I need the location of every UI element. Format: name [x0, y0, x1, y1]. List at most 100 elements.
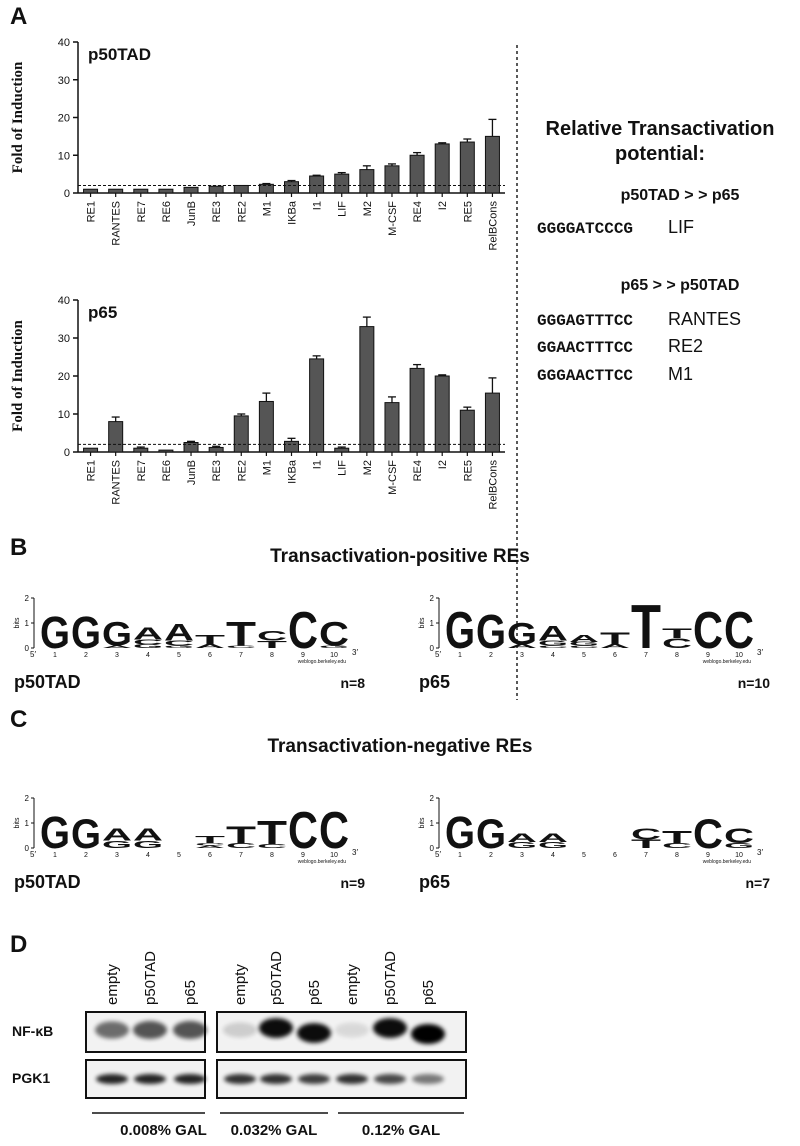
- bar: [484, 135, 500, 194]
- x-tick-label: RE7: [136, 201, 148, 222]
- logo-position: 4: [551, 652, 555, 659]
- logo-position: 5: [582, 852, 586, 859]
- logo-credit: weblogo.berkeley.edu: [703, 659, 751, 665]
- logo-letter: G: [507, 616, 537, 651]
- y-tick-label: 40: [58, 37, 70, 49]
- logo-position: 10: [735, 852, 743, 859]
- x-tick-label: LIF: [337, 460, 349, 476]
- x-tick-label: M1: [261, 460, 273, 475]
- logo-name: p65: [419, 872, 450, 892]
- panel-label: A: [10, 3, 27, 30]
- logo-position: 6: [208, 652, 212, 659]
- y-axis-title: Fold of Induction: [10, 319, 26, 431]
- logo-position: 2: [489, 652, 493, 659]
- logo-name: p50TAD: [14, 672, 81, 692]
- summary-heading: p65 > > p50TAD: [621, 277, 740, 294]
- x-tick-label: IKBa: [287, 459, 299, 484]
- logo-tick-label: 1: [25, 619, 30, 628]
- logo-letter: G: [538, 639, 568, 647]
- logo-letter: C: [288, 801, 318, 859]
- logo-letter: A: [600, 643, 630, 649]
- blot-band: [223, 1022, 257, 1038]
- logo-letter: G: [71, 811, 101, 857]
- logo-name: p50TAD: [14, 872, 81, 892]
- row-label: NF-κB: [12, 1023, 53, 1039]
- logo-letter: G: [71, 608, 101, 658]
- bar: [434, 143, 450, 194]
- x-tick-label: RE5: [462, 201, 474, 222]
- logo-letter: T: [631, 592, 661, 662]
- lane-label: empty: [232, 964, 249, 1005]
- logo-position: 4: [146, 652, 150, 659]
- section-title: Transactivation-positive REs: [270, 546, 530, 567]
- bar: [233, 184, 249, 194]
- logo-letter: C: [288, 601, 318, 659]
- blot-band: [260, 1074, 292, 1084]
- blot-band: [411, 1024, 445, 1044]
- panel-label: B: [10, 534, 27, 561]
- logo-letter: A: [538, 622, 568, 645]
- bar: [258, 183, 274, 194]
- logo-letter: T: [257, 639, 287, 651]
- logo-position: 10: [330, 852, 338, 859]
- x-tick-label: RE6: [161, 201, 173, 222]
- logo-letter: G: [538, 840, 568, 850]
- blot-band: [259, 1018, 293, 1038]
- logo-end: 3′: [757, 648, 763, 657]
- logo-letter: G: [102, 614, 132, 653]
- blot-band: [95, 1021, 129, 1039]
- logo-letter: C: [538, 645, 568, 649]
- summary-heading: p50TAD > > p65: [621, 187, 740, 204]
- logo-n: n=8: [340, 675, 365, 691]
- logo-tick-label: 0: [25, 844, 30, 853]
- logo-letter: G: [133, 839, 163, 851]
- logo-position: 7: [239, 852, 243, 859]
- logo-letter: G: [445, 808, 475, 858]
- blot-band: [412, 1074, 444, 1084]
- logo-y-label: bits: [419, 617, 426, 628]
- bar: [359, 326, 375, 453]
- blot-band: [373, 1018, 407, 1038]
- lane-label: p65: [420, 980, 437, 1005]
- logo-letter: A: [133, 624, 163, 643]
- row-label: PGK1: [12, 1070, 50, 1086]
- logo-letter: T: [662, 828, 692, 847]
- blot-band: [298, 1074, 330, 1084]
- x-tick-label: RE6: [161, 460, 173, 481]
- logo-tick-label: 1: [430, 619, 435, 628]
- x-tick-label: I1: [312, 460, 324, 469]
- x-tick-label: IKBa: [287, 200, 299, 225]
- logo-tick-label: 2: [25, 794, 30, 803]
- x-tick-label: M1: [261, 201, 273, 216]
- x-tick-label: RE3: [211, 201, 223, 222]
- x-tick-label: I2: [437, 460, 449, 469]
- logo-position: 8: [270, 852, 274, 859]
- x-tick-label: M2: [362, 201, 374, 216]
- bar: [83, 447, 99, 453]
- logo-letter: G: [319, 645, 349, 649]
- logo-credit: weblogo.berkeley.edu: [298, 659, 346, 665]
- bar: [183, 186, 199, 194]
- logo-letter: C: [631, 825, 661, 842]
- logo-letter: G: [164, 645, 194, 649]
- section-title: Transactivation-negative REs: [267, 736, 532, 757]
- x-tick-label: I1: [312, 201, 324, 210]
- logo-credit: weblogo.berkeley.edu: [703, 859, 751, 865]
- logo-letter: T: [631, 837, 661, 850]
- bar: [334, 447, 350, 453]
- blot-band: [224, 1074, 256, 1084]
- logo-position: 8: [675, 852, 679, 859]
- bar: [208, 185, 224, 194]
- logo-letter: C: [693, 811, 723, 857]
- blot-band: [133, 1021, 167, 1039]
- y-tick-label: 20: [58, 371, 70, 383]
- y-tick-label: 40: [58, 295, 70, 307]
- x-tick-label: JunB: [186, 460, 198, 485]
- y-tick-label: 0: [64, 447, 70, 459]
- bar: [133, 188, 149, 194]
- logo-position: 1: [458, 852, 462, 859]
- logo-letter: C: [319, 801, 349, 859]
- logo-n: n=9: [340, 875, 365, 891]
- sequence-name: RANTES: [668, 309, 741, 329]
